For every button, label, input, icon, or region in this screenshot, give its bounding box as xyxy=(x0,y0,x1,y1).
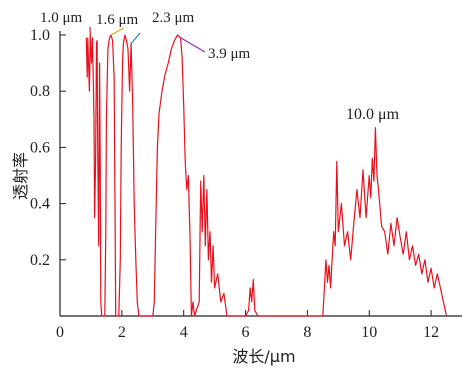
x-tick-label: 10 xyxy=(361,324,377,341)
annotation-arrow xyxy=(110,27,125,36)
x-tick-label: 12 xyxy=(423,324,439,341)
x-tick-label: 6 xyxy=(242,324,250,341)
x-tick-label: 4 xyxy=(180,324,188,341)
y-tick-label: 0.4 xyxy=(30,196,50,213)
annotation-arrow xyxy=(180,37,206,53)
series-layer xyxy=(85,34,448,317)
annotations: 1.0 μm 1.6 μm 2.3 μm 3.9 μm 10.0 μm xyxy=(40,10,400,123)
annotation-label: 1.0 μm xyxy=(40,10,83,26)
y-tick-label: 0.6 xyxy=(30,139,50,156)
y-tick-label: 0.2 xyxy=(30,252,50,269)
ticks: 0 2 4 6 8 10 12 0.2 0.4 0.6 0.8 1.0 xyxy=(30,27,439,341)
transmittance-line xyxy=(85,34,448,317)
annotation-label: 2.3 μm xyxy=(152,10,195,26)
x-tick-label: 8 xyxy=(303,324,311,341)
annotation-label: 3.9 μm xyxy=(208,46,251,62)
x-tick-label: 0 xyxy=(56,324,64,341)
x-axis-label: 波长/μm xyxy=(232,347,295,366)
y-tick-label: 0.8 xyxy=(30,83,50,100)
x-tick-label: 2 xyxy=(118,324,126,341)
annotation-label: 1.6 μm xyxy=(96,12,139,28)
y-tick-label: 1.0 xyxy=(30,27,50,44)
y-axis-label: 透射率 xyxy=(11,152,30,200)
annotation-label: 10.0 μm xyxy=(346,106,400,123)
annotation-arrow xyxy=(130,32,141,44)
